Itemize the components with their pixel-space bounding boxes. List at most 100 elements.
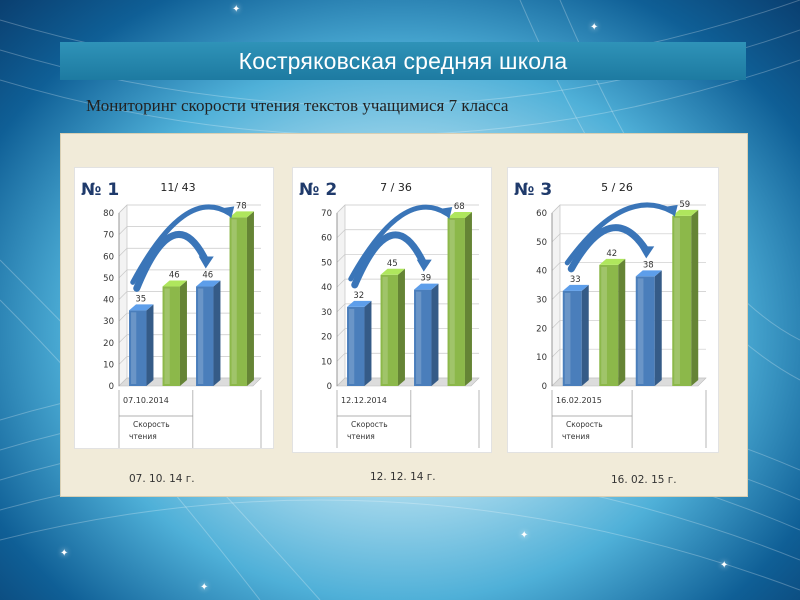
- bar-front: [196, 286, 214, 386]
- star-decoration: ✦: [720, 560, 729, 571]
- bar-top: [672, 209, 699, 216]
- bar-top: [347, 300, 372, 307]
- gridline-side: [118, 269, 128, 279]
- bar-side: [146, 304, 154, 386]
- bar-highlight: [231, 219, 237, 384]
- data-label: 38: [643, 260, 654, 270]
- date-caption-3: 16. 02. 15 г.: [611, 474, 677, 486]
- page-title: Костряковская средняя школа: [238, 47, 568, 74]
- bar-4: [672, 209, 699, 386]
- data-label: 39: [420, 274, 431, 284]
- star-decoration: ✦: [200, 582, 209, 593]
- bar-front: [229, 217, 247, 386]
- gridline-side: [336, 328, 346, 337]
- bar-front: [562, 290, 582, 386]
- bar-front: [447, 217, 465, 386]
- bar-front: [635, 276, 655, 386]
- data-label: 42: [606, 249, 617, 259]
- gridline-side: [336, 278, 346, 288]
- bar-highlight: [131, 312, 137, 384]
- bar-front: [380, 274, 398, 386]
- y-tick-label: 10: [103, 360, 114, 370]
- data-label: 35: [135, 294, 146, 304]
- bar-highlight: [198, 288, 204, 384]
- data-label: 68: [454, 202, 465, 212]
- bar-side: [246, 211, 254, 386]
- bar-top: [562, 284, 589, 291]
- bar-3: [635, 270, 662, 386]
- bar-top: [196, 280, 221, 287]
- gridline-side: [551, 377, 561, 387]
- chart-2-svg: № 2 7 / 36 0 10 20 30 40 50 60 70 32 45 39 68 12.12.20…: [299, 180, 480, 448]
- star-decoration: ✦: [520, 530, 529, 541]
- chart-number-label: № 1: [81, 180, 119, 200]
- y-tick-label: 20: [321, 333, 332, 343]
- y-tick-label: 0: [327, 382, 332, 392]
- bar-top: [380, 268, 405, 275]
- y-tick-label: 80: [103, 209, 114, 219]
- gridline-side: [118, 334, 128, 343]
- bar-2: [162, 280, 187, 386]
- page-subtitle: Мониторинг скорости чтения текстов учащи…: [86, 96, 509, 115]
- gridline-side: [551, 320, 561, 329]
- y-tick-label: 50: [321, 258, 332, 268]
- bar-front: [129, 310, 147, 386]
- bar-3: [196, 280, 221, 386]
- bar-1: [347, 300, 372, 386]
- category-label-line-2: чтения: [347, 432, 375, 441]
- data-label: 59: [679, 200, 690, 210]
- arrow-short-head: [639, 246, 655, 259]
- y-tick-label: 10: [321, 357, 332, 367]
- arrow-short: [133, 231, 210, 292]
- category-label-line-1: Скорость: [351, 420, 388, 429]
- gridline-side: [118, 312, 128, 322]
- side-wall: [336, 204, 346, 387]
- gridline-side: [118, 248, 128, 257]
- star-decoration: ✦: [60, 548, 69, 559]
- arrow-short-head: [198, 256, 214, 269]
- y-tick-label: 50: [103, 274, 114, 284]
- chart-number-label: № 2: [299, 180, 337, 200]
- y-tick-label: 70: [103, 231, 114, 241]
- y-tick-label: 70: [321, 209, 332, 219]
- bar-highlight: [382, 276, 388, 384]
- chart-number-label: № 3: [514, 180, 552, 200]
- y-tick-label: 40: [321, 283, 332, 293]
- bar-2: [599, 258, 626, 386]
- bar-front: [672, 215, 692, 386]
- y-tick-label: 30: [536, 296, 547, 306]
- y-tick-label: 0: [542, 382, 547, 392]
- y-tick-label: 20: [536, 324, 547, 334]
- gridline-side: [336, 254, 346, 263]
- y-tick-label: 30: [321, 308, 332, 318]
- gridline-side: [336, 204, 346, 214]
- chart-1-svg: № 1 11/ 43 0 10 20 30 40 50 60 70 80 35 46 46 78 07.10.…: [81, 180, 262, 448]
- gridline-side: [118, 226, 128, 235]
- arrow-long-head: [664, 204, 678, 217]
- data-label: 78: [236, 201, 247, 211]
- bar-front: [162, 286, 180, 386]
- bar-highlight: [449, 219, 455, 384]
- bar-side: [654, 270, 662, 386]
- gridline-side: [336, 229, 346, 238]
- bar-4: [447, 211, 472, 386]
- y-tick-label: 60: [321, 234, 332, 244]
- bar-1: [562, 284, 589, 386]
- gridline-side: [336, 303, 346, 313]
- category-date-label: 07.10.2014: [123, 396, 169, 405]
- chart-1: № 1 11/ 43 0 10 20 30 40 50 60 70 80 35 46 46 78 07.10.…: [75, 168, 273, 448]
- bar-3: [414, 283, 439, 386]
- chart-ratio-label: 11/ 43: [160, 181, 195, 194]
- star-decoration: ✦: [590, 22, 599, 33]
- bar-4: [229, 211, 254, 386]
- bar-side: [464, 211, 472, 386]
- bar-front: [414, 289, 432, 386]
- gridline-side: [551, 262, 561, 271]
- gridline-side: [118, 291, 128, 300]
- gridline-side: [336, 353, 346, 362]
- bar-highlight: [416, 291, 422, 384]
- bar-side: [691, 209, 699, 386]
- gridline-side: [336, 377, 346, 387]
- bar-side: [581, 284, 589, 386]
- title-bar: Костряковская средняя школа: [60, 42, 746, 80]
